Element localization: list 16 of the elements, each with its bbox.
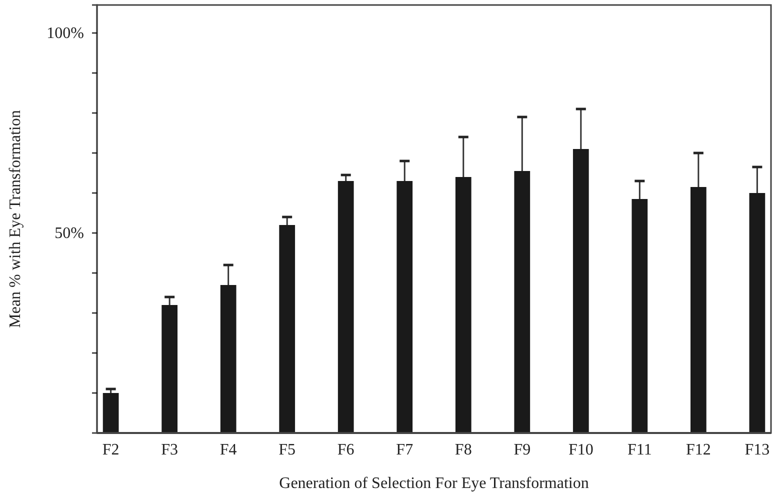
x-tick-label: F13	[744, 441, 770, 458]
x-tick-label: F8	[454, 441, 472, 458]
x-tick-label: F12	[686, 441, 711, 458]
x-tick-label: F10	[568, 441, 594, 458]
x-tick-label: F3	[161, 441, 178, 458]
x-tick-label: F2	[102, 441, 120, 458]
x-tick-label: F5	[278, 441, 296, 458]
x-axis-title: Generation of Selection For Eye Transformation	[279, 475, 589, 492]
x-tick-label: F4	[220, 441, 237, 458]
y-axis-title: Mean % with Eye Transformation	[7, 110, 24, 328]
x-tick-label: F7	[396, 441, 414, 458]
x-tick-label: F9	[514, 441, 531, 458]
y-tick-label: 100%	[46, 25, 84, 42]
y-tick-label: 50%	[54, 225, 84, 242]
x-tick-label: F6	[337, 441, 354, 458]
x-tick-label: F11	[628, 441, 652, 458]
